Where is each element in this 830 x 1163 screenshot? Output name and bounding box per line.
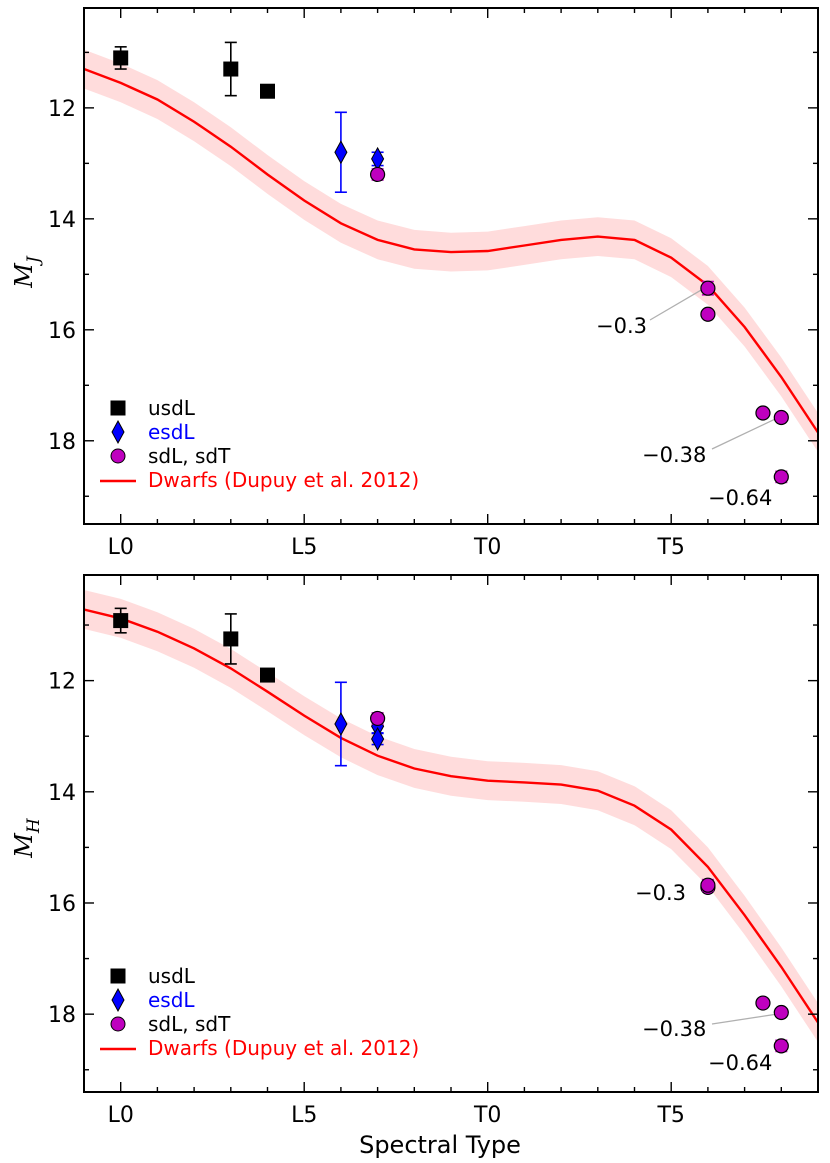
legend: usdL esdL sdL, sdT Dwarfs (Dupuy et al. … (100, 964, 419, 1060)
sdl-point (370, 166, 386, 183)
y-tick-label: 14 (48, 781, 76, 806)
dwarfs-curve-line (84, 608, 818, 1024)
esdl-point (334, 711, 348, 737)
legend-label: Dwarfs (Dupuy et al. 2012) (148, 1036, 419, 1060)
annotations: −0.3 −0.38 −0.64 (596, 289, 775, 510)
annotation-leader-line (649, 289, 702, 321)
y-axis-label: MJ (10, 255, 44, 289)
x-tick-label: T0 (473, 535, 501, 560)
usdl-point (260, 667, 275, 683)
x-tick-labels: L0 L5 T0 T5 (108, 1103, 685, 1128)
x-tick-label: L5 (291, 535, 317, 560)
y-tick-label: 12 (48, 670, 76, 695)
dwarfs-band-area (84, 590, 818, 1042)
sdl-point (370, 710, 386, 727)
axis-ticks (83, 575, 819, 1092)
x-tick-label: L0 (108, 535, 134, 560)
legend-marker-sdl (110, 448, 126, 464)
x-tick-label: T0 (473, 1103, 501, 1128)
y-tick-label: 16 (48, 319, 76, 344)
usdl-point (113, 613, 129, 629)
x-tick-label: T5 (656, 535, 684, 560)
legend-label: Dwarfs (Dupuy et al. 2012) (148, 468, 419, 492)
dwarfs-uncertainty-band (84, 49, 818, 452)
sdl-point (773, 1004, 789, 1021)
annotation-label: −0.38 (642, 443, 706, 467)
y-tick-labels: 12 14 16 18 (48, 670, 76, 1029)
sdl-point (700, 306, 716, 322)
legend-label: esdL (148, 988, 195, 1012)
legend-marker-esdl (111, 987, 125, 1013)
annotation-label: −0.38 (642, 1017, 706, 1041)
usdl-point (260, 83, 275, 99)
y-tick-label: 18 (48, 1003, 76, 1028)
legend-marker-esdl (111, 419, 125, 445)
x-axis-label: Spectral Type (359, 1131, 521, 1159)
annotation-label: −0.64 (708, 486, 772, 510)
legend-marker-sdl (110, 1016, 126, 1032)
dwarfs-curve-line (84, 67, 818, 434)
sdl-point (773, 469, 789, 485)
annotation-label: −0.3 (596, 314, 647, 338)
esdl-point (334, 140, 348, 165)
dwarfs-band-area (84, 49, 818, 452)
usdl-point (223, 61, 239, 77)
annotation-leader-line (711, 418, 775, 450)
sdl-point (700, 877, 716, 893)
legend: usdL esdL sdL, sdT Dwarfs (Dupuy et al. … (100, 396, 419, 492)
y-tick-label: 16 (48, 892, 76, 917)
dwarfs-uncertainty-band (84, 590, 818, 1042)
bottom-panel-mh: −0.3 −0.38 −0.64 L0 L5 T0 T5 12 14 16 18… (10, 574, 819, 1128)
legend-label: sdL, sdT (148, 444, 231, 468)
esdl-point (371, 146, 385, 171)
data-points (113, 41, 789, 485)
sdl-point (773, 1038, 789, 1054)
legend-label: usdL (148, 964, 196, 988)
legend-marker-usdl (110, 968, 126, 984)
annotation-label: −0.3 (635, 881, 686, 905)
annotations: −0.3 −0.38 −0.64 (635, 881, 775, 1075)
legend-label: sdL, sdT (148, 1012, 231, 1036)
esdl-point (371, 726, 385, 752)
usdl-point (223, 631, 239, 647)
x-tick-labels: L0 L5 T0 T5 (108, 535, 685, 560)
y-tick-labels: 12 14 16 18 (48, 97, 76, 455)
legend-label: esdL (148, 420, 195, 444)
x-tick-label: L5 (291, 1103, 317, 1128)
annotation-leader-line (711, 1013, 775, 1025)
legend-marker-usdl (110, 400, 126, 416)
sdl-point (773, 409, 789, 426)
data-points (113, 607, 789, 1054)
y-tick-label: 14 (48, 208, 76, 233)
sdl-point (755, 995, 771, 1011)
usdl-point (113, 50, 129, 66)
x-tick-label: T5 (656, 1103, 684, 1128)
axis-ticks (83, 8, 819, 524)
top-panel-mj: −0.3 −0.38 −0.64 L0 L5 T0 T5 12 14 16 18… (10, 7, 819, 560)
annotation-label: −0.64 (708, 1051, 772, 1075)
sdl-point (755, 405, 771, 421)
sdl-point (700, 280, 716, 296)
legend-label: usdL (148, 396, 196, 420)
x-tick-label: L0 (108, 1103, 134, 1128)
y-tick-label: 12 (48, 97, 76, 122)
y-axis-label: MH (10, 817, 44, 859)
y-tick-label: 18 (48, 430, 76, 455)
